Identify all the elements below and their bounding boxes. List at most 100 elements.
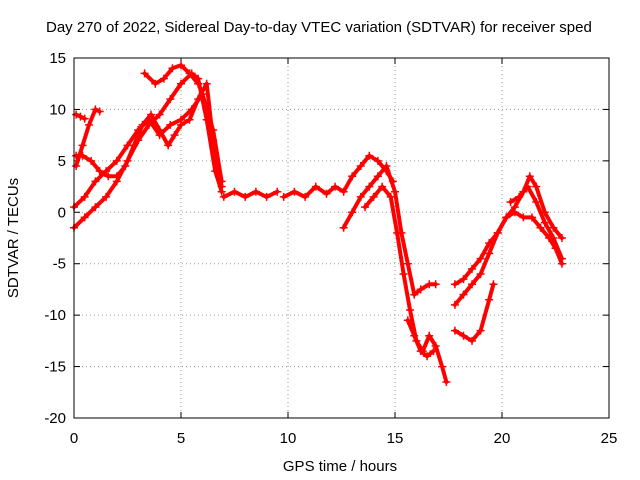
data-point-marker [159, 74, 168, 83]
data-point-marker [230, 187, 239, 196]
data-point-marker [468, 264, 477, 273]
data-point-marker [403, 259, 412, 268]
data-point-marker [138, 120, 147, 129]
data-point-marker [423, 352, 432, 361]
data-point-marker [502, 213, 511, 222]
data-point-marker [393, 228, 402, 237]
data-point-marker [519, 213, 528, 222]
data-point-marker [532, 198, 541, 206]
data-point-marker [80, 114, 89, 123]
data-point-marker [301, 192, 310, 201]
data-point-marker [485, 295, 494, 304]
data-point-marker [155, 126, 164, 134]
series-layer [70, 61, 566, 386]
data-point-marker [431, 280, 440, 289]
data-point-marker [95, 107, 104, 116]
grid [74, 58, 609, 418]
data-point-marker [378, 182, 387, 191]
plot-frame [73, 57, 610, 419]
data-point-marker [356, 162, 365, 170]
data-point-marker [91, 105, 100, 114]
series-arc-9 [339, 162, 440, 299]
y-tick-label: -10 [44, 307, 66, 324]
data-point-marker [194, 95, 203, 104]
data-point-marker [476, 326, 485, 335]
x-tick-label: 0 [70, 430, 78, 447]
data-point-marker [382, 162, 391, 170]
data-point-marker [202, 79, 211, 88]
data-point-marker [194, 79, 203, 88]
data-point-marker [410, 331, 419, 340]
x-tick-label: 5 [177, 430, 185, 447]
data-point-marker [104, 172, 113, 181]
data-point-marker [348, 172, 357, 181]
series-arc-6 [140, 61, 203, 88]
data-point-marker [373, 172, 382, 181]
data-point-marker [476, 254, 485, 263]
chart-title: Day 270 of 2022, Sidereal Day-to-day VTE… [46, 19, 592, 36]
data-point-marker [164, 141, 173, 150]
x-tick-label: 20 [494, 430, 511, 447]
y-tick-label: -5 [53, 256, 66, 273]
data-point-marker [112, 156, 121, 165]
data-point-marker [322, 189, 331, 198]
data-point-marker [140, 69, 149, 78]
data-point-marker [102, 192, 111, 201]
data-point-marker [493, 228, 502, 237]
data-point-marker [251, 187, 260, 196]
y-tick-label: -15 [44, 359, 66, 376]
data-point-marker [557, 234, 566, 242]
data-point-marker [515, 192, 524, 201]
data-point-marker [459, 290, 468, 299]
data-point-marker [290, 187, 299, 196]
data-point-marker [438, 362, 447, 371]
series-arc-15 [506, 182, 566, 263]
data-point-marker [177, 120, 185, 129]
data-point-marker [91, 203, 100, 212]
y-tick-label: -20 [44, 410, 66, 427]
data-point-marker [339, 187, 348, 196]
data-point-marker [170, 131, 179, 140]
data-point-marker [348, 208, 357, 217]
x-tick-label: 15 [387, 430, 404, 447]
data-point-marker [510, 203, 519, 212]
data-point-marker [80, 192, 89, 201]
data-point-marker [527, 213, 536, 222]
series-arc-14 [450, 280, 498, 345]
data-point-marker [476, 270, 485, 278]
x-axis-label: GPS time / hours [283, 458, 397, 475]
data-point-marker [147, 110, 156, 119]
data-point-marker [166, 120, 175, 129]
data-point-marker [373, 156, 382, 165]
data-point-marker [166, 95, 175, 104]
series-arc-3 [72, 79, 226, 191]
data-point-marker [241, 192, 250, 201]
data-point-marker [459, 275, 468, 284]
data-point-marker [450, 326, 459, 335]
data-point-marker [151, 79, 160, 88]
data-point-marker [177, 61, 185, 70]
data-point-marker [87, 156, 96, 165]
x-tick-label: 10 [280, 430, 297, 447]
data-point-marker [425, 331, 434, 340]
data-point-marker [525, 172, 534, 181]
data-point-marker [450, 300, 459, 309]
data-point-marker [91, 177, 100, 186]
series-arc-11 [403, 316, 438, 361]
data-point-marker [557, 254, 566, 263]
data-point-marker [185, 69, 194, 78]
data-point-marker [361, 203, 370, 212]
data-point-marker [532, 182, 541, 191]
data-point-marker [365, 182, 374, 191]
data-point-marker [459, 331, 468, 340]
data-point-marker [279, 192, 288, 201]
data-point-marker [416, 347, 425, 356]
y-tick-label: 15 [49, 50, 66, 67]
data-point-marker [219, 192, 228, 201]
data-point-marker [403, 316, 412, 325]
data-point-marker [540, 218, 549, 227]
data-point-marker [365, 151, 374, 160]
data-point-marker [185, 115, 194, 124]
y-tick-label: 10 [49, 101, 66, 118]
